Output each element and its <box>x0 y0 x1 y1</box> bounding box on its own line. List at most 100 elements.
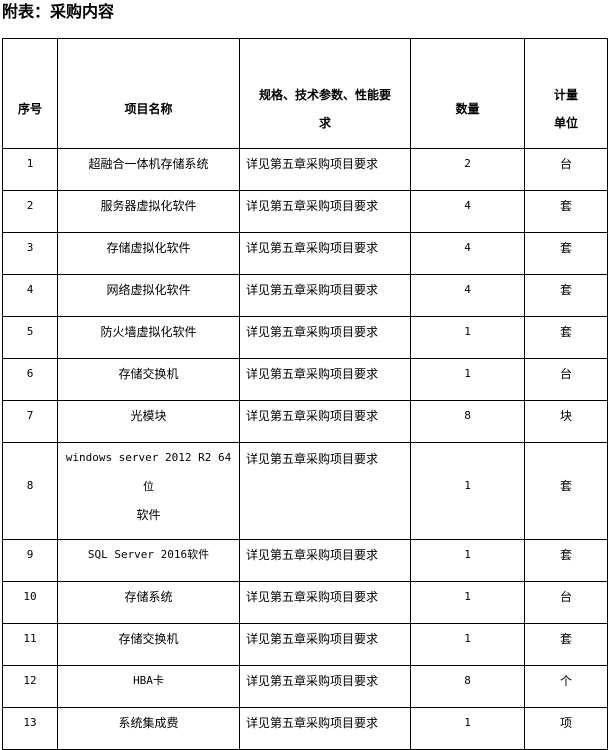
cell-spec: 详见第五章采购项目要求 <box>239 665 411 708</box>
cell-name: 超融合一体机存储系统 <box>57 148 240 191</box>
cell-name-text: 防火墙虚拟化软件 <box>100 324 197 339</box>
header-spec: 规格、技术参数、性能要求 <box>239 38 411 149</box>
cell-qty: 1 <box>410 358 525 401</box>
header-spec-line2: 求 <box>318 115 331 130</box>
table-header-row: 序号 项目名称 规格、技术参数、性能要求 数量 计量单位 <box>2 38 608 149</box>
cell-name-text: 存储系统 <box>124 589 173 604</box>
table-row: 1 超融合一体机存储系统 详见第五章采购项目要求 2 台 <box>2 148 608 191</box>
cell-name-text: 网络虚拟化软件 <box>106 282 191 297</box>
cell-spec: 详见第五章采购项目要求 <box>239 400 411 443</box>
cell-spec: 详见第五章采购项目要求 <box>239 442 411 540</box>
header-index: 序号 <box>2 38 58 149</box>
cell-spec: 详见第五章采购项目要求 <box>239 623 411 666</box>
cell-name-text: HBA卡 <box>133 674 164 687</box>
header-unit: 计量 单位 <box>524 38 608 149</box>
header-name: 项目名称 <box>57 38 240 149</box>
cell-name-line2: 软件 <box>136 508 161 522</box>
cell-name-text: 存储交换机 <box>118 631 179 646</box>
table-row: 7 光模块 详见第五章采购项目要求 8 块 <box>2 400 608 443</box>
table-row: 13 系统集成费 详见第五章采购项目要求 1 项 <box>2 707 608 750</box>
cell-name-text: 存储虚拟化软件 <box>106 240 191 255</box>
cell-index: 2 <box>2 190 58 233</box>
cell-index: 1 <box>2 148 58 191</box>
cell-index: 12 <box>2 665 58 708</box>
cell-spec: 详见第五章采购项目要求 <box>239 190 411 233</box>
cell-qty: 1 <box>410 442 525 540</box>
table-row: 8 windows server 2012 R2 64位软件 详见第五章采购项目要求… <box>2 442 608 540</box>
cell-index: 3 <box>2 232 58 275</box>
cell-name-text: 系统集成费 <box>118 715 179 730</box>
table-row: 5 防火墙虚拟化软件 详见第五章采购项目要求 1 套 <box>2 316 608 359</box>
cell-unit: 套 <box>524 316 608 359</box>
cell-index: 4 <box>2 274 58 317</box>
cell-qty: 4 <box>410 190 525 233</box>
cell-spec: 详见第五章采购项目要求 <box>239 358 411 401</box>
header-spec-line1: 规格、技术参数、性能要 <box>258 87 391 102</box>
cell-index: 9 <box>2 539 58 582</box>
cell-name-line1: windows server 2012 R2 64位 <box>65 451 232 493</box>
cell-unit: 套 <box>524 232 608 275</box>
cell-spec: 详见第五章采购项目要求 <box>239 316 411 359</box>
cell-index: 5 <box>2 316 58 359</box>
cell-unit: 套 <box>524 190 608 233</box>
cell-spec: 详见第五章采购项目要求 <box>239 148 411 191</box>
cell-unit: 台 <box>524 581 608 624</box>
header-unit-line2: 单位 <box>553 115 578 130</box>
cell-name: 防火墙虚拟化软件 <box>57 316 240 359</box>
cell-name: 存储交换机 <box>57 358 240 401</box>
cell-name-text: 存储交换机 <box>118 366 179 381</box>
cell-name: HBA卡 <box>57 665 240 708</box>
cell-index: 13 <box>2 707 58 750</box>
cell-spec: 详见第五章采购项目要求 <box>239 707 411 750</box>
table-row: 12 HBA卡 详见第五章采购项目要求 8 个 <box>2 665 608 708</box>
table-row: 11 存储交换机 详见第五章采购项目要求 1 套 <box>2 623 608 666</box>
cell-spec: 详见第五章采购项目要求 <box>239 539 411 582</box>
cell-name: 服务器虚拟化软件 <box>57 190 240 233</box>
cell-index: 8 <box>2 442 58 540</box>
cell-name: 存储系统 <box>57 581 240 624</box>
cell-index: 11 <box>2 623 58 666</box>
cell-name: 光模块 <box>57 400 240 443</box>
cell-qty: 8 <box>410 400 525 443</box>
cell-unit: 套 <box>524 623 608 666</box>
table-row: 2 服务器虚拟化软件 详见第五章采购项目要求 4 套 <box>2 190 608 233</box>
cell-name-text: 服务器虚拟化软件 <box>100 198 197 213</box>
cell-unit: 台 <box>524 148 608 191</box>
cell-spec: 详见第五章采购项目要求 <box>239 232 411 275</box>
cell-name-text: 超融合一体机存储系统 <box>88 156 209 171</box>
cell-index: 10 <box>2 581 58 624</box>
cell-name-text: 光模块 <box>130 408 167 423</box>
cell-unit: 套 <box>524 442 608 540</box>
cell-qty: 4 <box>410 274 525 317</box>
table-row: 4 网络虚拟化软件 详见第五章采购项目要求 4 套 <box>2 274 608 317</box>
cell-unit: 项 <box>524 707 608 750</box>
cell-qty: 4 <box>410 232 525 275</box>
cell-qty: 1 <box>410 707 525 750</box>
cell-name: SQL Server 2016软件 <box>57 539 240 582</box>
document-title: 附表：采购内容 <box>2 2 115 21</box>
cell-unit: 套 <box>524 539 608 582</box>
cell-unit: 套 <box>524 274 608 317</box>
table-row: 9 SQL Server 2016软件 详见第五章采购项目要求 1 套 <box>2 539 608 582</box>
table-row: 3 存储虚拟化软件 详见第五章采购项目要求 4 套 <box>2 232 608 275</box>
cell-qty: 1 <box>410 539 525 582</box>
cell-spec: 详见第五章采购项目要求 <box>239 274 411 317</box>
table-row: 10 存储系统 详见第五章采购项目要求 1 台 <box>2 581 608 624</box>
cell-index: 7 <box>2 400 58 443</box>
cell-name: 存储虚拟化软件 <box>57 232 240 275</box>
cell-qty: 1 <box>410 581 525 624</box>
table-row: 6 存储交换机 详见第五章采购项目要求 1 台 <box>2 358 608 401</box>
cell-qty: 1 <box>410 316 525 359</box>
cell-index: 6 <box>2 358 58 401</box>
cell-name-text: SQL Server 2016软件 <box>87 548 210 561</box>
header-qty: 数量 <box>410 38 525 149</box>
cell-name: 网络虚拟化软件 <box>57 274 240 317</box>
cell-name: 存储交换机 <box>57 623 240 666</box>
cell-qty: 8 <box>410 665 525 708</box>
cell-qty: 2 <box>410 148 525 191</box>
header-unit-line1: 计量 <box>553 87 578 102</box>
cell-unit: 台 <box>524 358 608 401</box>
cell-qty: 1 <box>410 623 525 666</box>
cell-spec: 详见第五章采购项目要求 <box>239 581 411 624</box>
procurement-table: 序号 项目名称 规格、技术参数、性能要求 数量 计量单位 1 超融合一体机存储系统… <box>2 38 608 750</box>
